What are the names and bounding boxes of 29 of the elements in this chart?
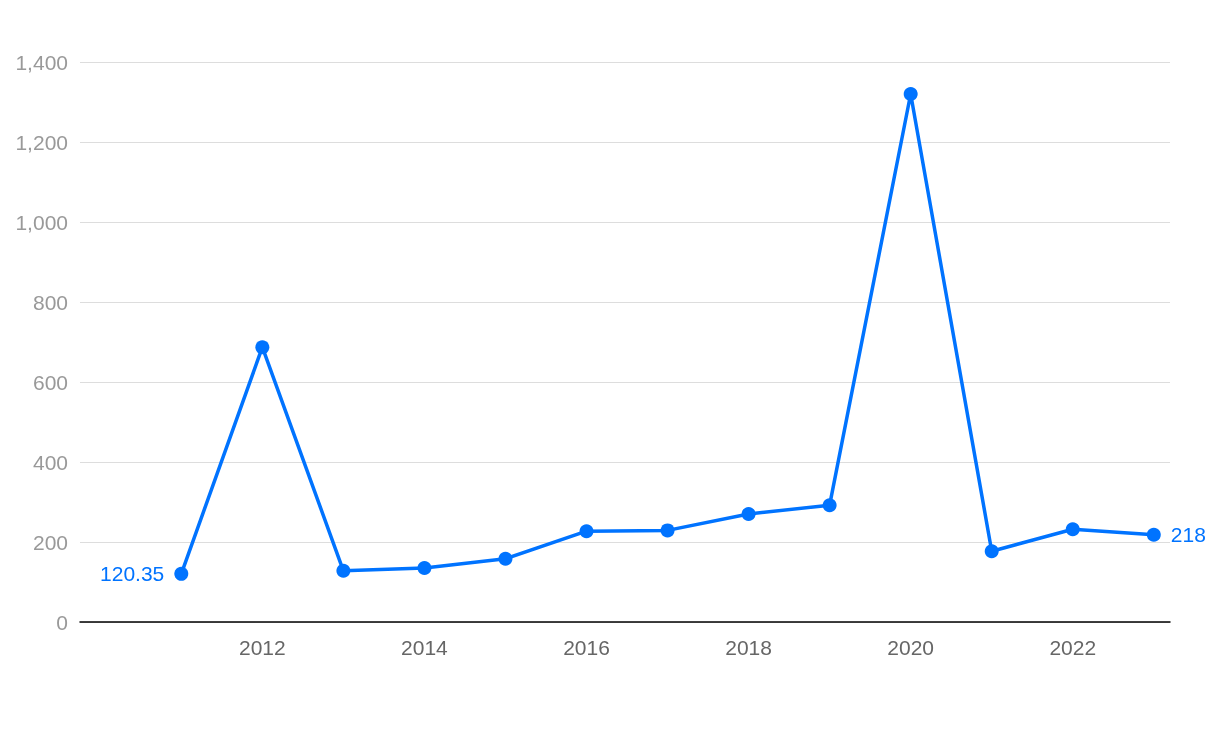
point	[579, 524, 594, 539]
point	[498, 551, 513, 566]
point	[1146, 527, 1161, 542]
point	[255, 340, 270, 355]
y-tick-label: 0	[56, 610, 68, 634]
point	[741, 507, 756, 521]
y-tick-label: 1,000	[15, 210, 68, 234]
point	[417, 561, 432, 575]
y-tick-label: 800	[32, 290, 68, 314]
point	[903, 87, 918, 101]
data-label: 120.35	[100, 562, 165, 586]
y-tick-label: 600	[32, 370, 68, 394]
y-tick-label: 1,400	[15, 50, 68, 74]
point	[1065, 522, 1080, 537]
y-tick-label: 200	[32, 530, 68, 554]
point	[174, 566, 189, 581]
y-tick-label: 1,200	[15, 130, 68, 154]
x-tick-label: 2014	[401, 636, 449, 659]
data-label: 218	[1170, 523, 1206, 547]
y-tick-label: 400	[32, 450, 68, 474]
point	[660, 523, 675, 538]
point	[822, 498, 837, 513]
x-tick-label: 2016	[563, 636, 610, 659]
point	[984, 544, 999, 559]
point	[336, 563, 351, 578]
x-tick-label: 2022	[1049, 636, 1097, 659]
x-tick-label: 2018	[725, 636, 772, 659]
x-tick-label: 2020	[887, 636, 935, 659]
x-tick-label: 2012	[238, 636, 286, 659]
